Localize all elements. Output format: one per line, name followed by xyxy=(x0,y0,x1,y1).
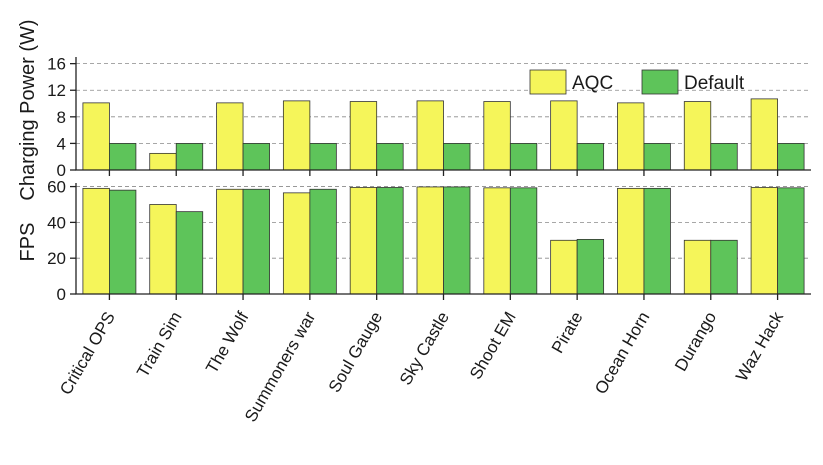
legend-swatch-default xyxy=(641,69,679,95)
fps-bar-default-4 xyxy=(376,187,404,295)
fps-bar-aqc-4 xyxy=(349,187,378,295)
power-bar-default-8 xyxy=(643,143,671,171)
power-y-tick-label: 0 xyxy=(57,161,66,180)
fps-bar-default-2 xyxy=(242,188,270,295)
power-bar-aqc-10 xyxy=(750,98,778,171)
power-bar-aqc-8 xyxy=(617,102,645,171)
power-y-tick-label: 4 xyxy=(57,134,66,153)
power-bar-default-2 xyxy=(242,143,270,171)
fps-bar-default-7 xyxy=(576,238,605,295)
fps-bar-aqc-10 xyxy=(750,187,778,295)
power-bar-aqc-0 xyxy=(82,102,110,171)
power-bar-default-0 xyxy=(109,143,137,171)
fps-bar-aqc-8 xyxy=(617,187,645,295)
fps-bar-default-10 xyxy=(777,187,805,295)
power-axis xyxy=(75,57,811,171)
fps-bar-aqc-3 xyxy=(282,192,311,295)
power-bar-aqc-1 xyxy=(149,152,177,171)
legend-label-aqc: AQC xyxy=(572,73,613,94)
category-label-3: Summoners war xyxy=(241,308,320,425)
power-bar-default-7 xyxy=(576,143,605,171)
fps-y-tick-label: 20 xyxy=(47,249,66,268)
fps-bar-default-1 xyxy=(175,211,204,295)
power-bar-default-1 xyxy=(175,143,204,171)
fps-bar-aqc-5 xyxy=(416,186,444,295)
fps-bar-aqc-0 xyxy=(82,187,110,295)
category-label-2: The Wolf xyxy=(202,308,252,376)
power-bar-aqc-7 xyxy=(550,100,578,171)
category-label-10: Waz Hack xyxy=(732,308,787,384)
category-label-8: Ocean Horn xyxy=(591,309,653,398)
fps-bar-default-6 xyxy=(509,187,538,295)
power-bar-default-9 xyxy=(710,143,738,171)
power-bar-aqc-5 xyxy=(416,100,444,171)
y-axis-label-charging-power: Charging Power (W) xyxy=(17,19,39,200)
power-y-tick-label: 16 xyxy=(47,55,66,74)
fps-axis xyxy=(75,183,811,295)
category-label-4: Soul Gauge xyxy=(325,309,386,396)
fps-bar-aqc-9 xyxy=(683,239,712,295)
legend-swatch-aqc xyxy=(529,69,567,95)
power-y-tick-label: 12 xyxy=(47,81,66,100)
fps-y-tick-label: 40 xyxy=(47,213,66,232)
category-label-9: Durango xyxy=(671,309,720,375)
category-label-0: Critical OPS xyxy=(56,309,119,399)
power-bar-default-10 xyxy=(777,143,805,171)
charging-power-panel: 0 4 8 12 16 AQC Default xyxy=(47,55,811,180)
power-bar-aqc-2 xyxy=(216,102,244,171)
fps-bar-aqc-2 xyxy=(216,188,244,295)
fps-bar-default-3 xyxy=(309,188,337,295)
fps-bar-default-9 xyxy=(710,239,738,295)
category-label-7: Pirate xyxy=(548,309,587,357)
fps-bar-default-5 xyxy=(443,186,471,295)
category-label-5: Sky Castle xyxy=(396,309,453,389)
power-bar-aqc-3 xyxy=(282,100,311,171)
fps-bar-default-0 xyxy=(109,189,137,295)
legend: AQC Default xyxy=(529,69,745,95)
power-bar-aqc-6 xyxy=(483,101,511,171)
y-axis-label-fps: FPS xyxy=(17,223,39,262)
fps-bar-aqc-6 xyxy=(483,187,511,295)
power-bar-default-5 xyxy=(443,143,471,171)
fps-bar-default-8 xyxy=(643,187,671,295)
power-y-tick-label: 8 xyxy=(57,108,66,127)
power-bar-default-3 xyxy=(309,143,337,171)
power-bar-aqc-9 xyxy=(683,101,712,171)
fps-bar-aqc-7 xyxy=(550,239,578,295)
legend-label-default: Default xyxy=(684,73,745,94)
fps-y-tick-label: 0 xyxy=(57,285,66,304)
fps-y-tick-label: 60 xyxy=(47,178,66,197)
power-bar-default-4 xyxy=(376,143,404,171)
power-bar-default-6 xyxy=(509,143,538,171)
category-label-1: Train Sim xyxy=(133,309,186,381)
category-label-6: Shoot EM xyxy=(466,309,520,383)
fps-panel: 0 20 40 60 Critical OPS Train Sim The WolfSumm… xyxy=(47,178,811,425)
fps-bar-aqc-1 xyxy=(149,204,177,295)
power-bar-aqc-4 xyxy=(349,101,378,171)
